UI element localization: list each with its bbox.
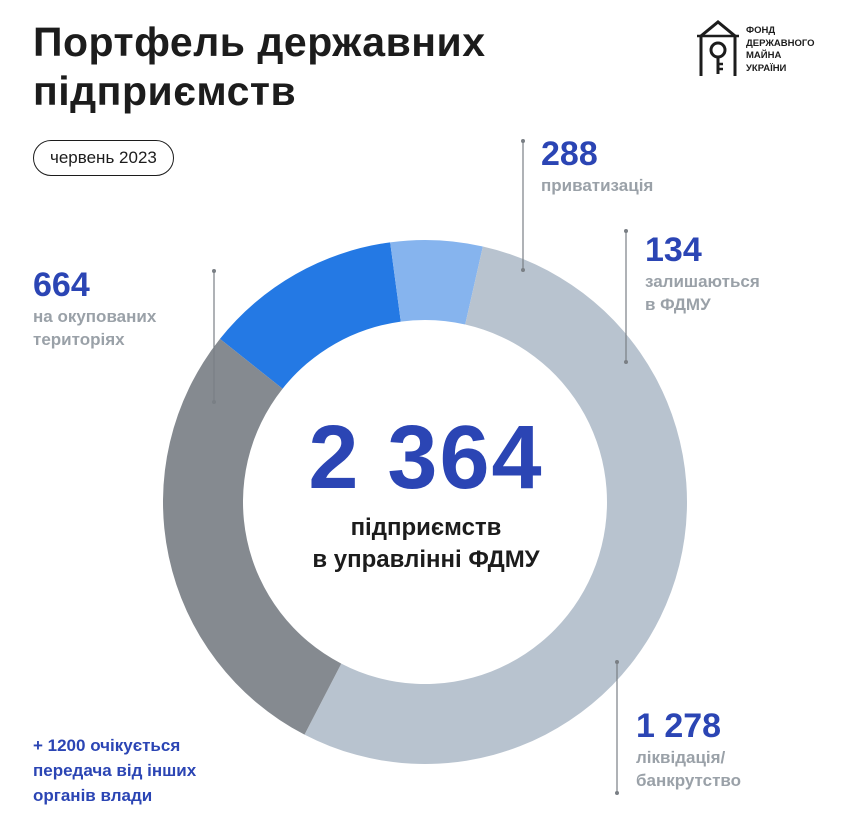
leader-dot-privatization-start — [521, 139, 525, 143]
leader-dot-privatization-end — [521, 268, 525, 272]
transfer-note-line-3: органів влади — [33, 786, 153, 805]
leader-dot-liquidation-start — [615, 660, 619, 664]
liquidation-label-line-2: банкрутство — [636, 771, 742, 790]
logo-line-4: УКРАЇНИ — [746, 62, 787, 74]
transfer-note: + 1200 очікується передача від інших орг… — [33, 733, 196, 808]
total-caption-line-2: в управлінні ФДМУ — [312, 546, 540, 573]
fdmu-logo-text: ФОНД ДЕРЖАВНОГО МАЙНА УКРАЇНИ — [746, 25, 815, 75]
total-caption-line-1: підприємств — [350, 514, 502, 541]
callout-occupied: 664 на окупованих територіях — [33, 265, 156, 351]
remain-label-line-1: залишаються — [645, 272, 760, 291]
leader-dot-occupied-end — [212, 400, 216, 404]
fdmu-logo-icon — [697, 20, 739, 76]
callout-privatization: 288 приватизація — [541, 134, 653, 197]
data-label-privatization-text: приватизація — [541, 174, 653, 197]
occupied-label-line-2: територіях — [33, 330, 125, 349]
data-label-occupied-value: 664 — [33, 266, 90, 304]
total-value: 2 364 — [308, 408, 544, 508]
logo-line-2: ДЕРЖАВНОГО — [746, 37, 815, 49]
data-label-remain-text: залишаються в ФДМУ — [645, 270, 760, 316]
leader-dot-liquidation-end — [615, 791, 619, 795]
total-caption: підприємств в управлінні ФДМУ — [0, 512, 852, 576]
data-label-liquidation-value: 1 278 — [636, 707, 722, 745]
logo-line-3: МАЙНА — [746, 50, 782, 61]
data-label-liquidation-text: ліквідація/ банкрутство — [636, 746, 741, 792]
data-label-occupied-text: на окупованих територіях — [33, 305, 156, 351]
transfer-note-line-2: передача від інших — [33, 761, 197, 780]
remain-label-line-2: в ФДМУ — [645, 295, 711, 314]
privatization-label-line-1: приватизація — [541, 176, 654, 195]
callout-liquidation: 1 278 ліквідація/ банкрутство — [636, 706, 741, 792]
page-title: Портфель державних підприємств — [33, 18, 486, 116]
date-badge: червень 2023 — [33, 140, 174, 176]
occupied-label-line-1: на окупованих — [33, 307, 157, 326]
page-title-line-2: підприємств — [33, 68, 297, 114]
logo-line-1: ФОНД — [746, 25, 776, 36]
donut-slice-occupied — [162, 338, 342, 735]
leader-dot-occupied-start — [212, 269, 216, 273]
fdmu-logo: ФОНД ДЕРЖАВНОГО МАЙНА УКРАЇНИ — [697, 20, 827, 80]
page-title-line-1: Портфель державних — [33, 19, 486, 65]
data-label-remain-value: 134 — [645, 231, 702, 269]
data-label-privatization-value: 288 — [541, 135, 598, 173]
transfer-note-line-1: + 1200 очікується — [33, 736, 181, 755]
leader-dot-remain-start — [624, 229, 628, 233]
donut-slice-liquidation — [304, 246, 687, 764]
donut-slice-privatization — [219, 242, 401, 389]
liquidation-label-line-1: ліквідація/ — [636, 748, 726, 767]
donut-slice-remain — [390, 239, 483, 325]
leader-dot-remain-end — [624, 360, 628, 364]
callout-remain: 134 залишаються в ФДМУ — [645, 230, 760, 316]
